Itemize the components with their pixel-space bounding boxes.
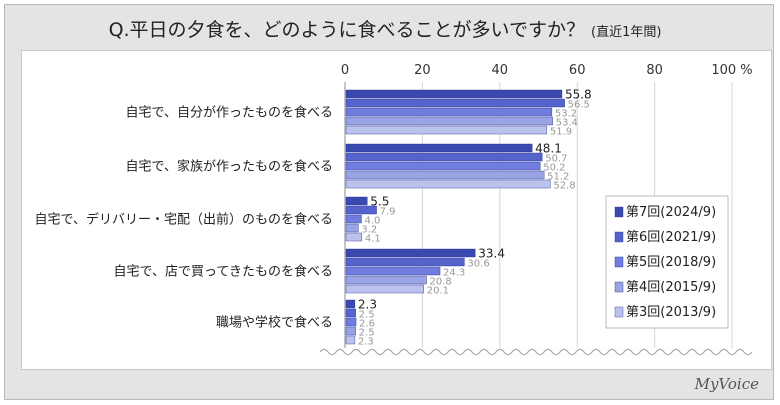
data-label: 50.2 bbox=[543, 163, 565, 174]
data-label: 56.5 bbox=[568, 100, 590, 111]
axis-break-line bbox=[319, 349, 753, 355]
data-label: 53.4 bbox=[556, 118, 578, 129]
legend-label: 第4回(2015/9) bbox=[626, 280, 716, 295]
x-tick-label: 100 % bbox=[711, 63, 752, 78]
bar bbox=[345, 223, 359, 233]
data-label: 4.1 bbox=[365, 234, 381, 245]
data-label: 51.2 bbox=[547, 172, 569, 183]
legend-swatch bbox=[614, 256, 624, 268]
bar bbox=[345, 284, 424, 294]
category-label: 自宅で、店で買ってきたものを食べる bbox=[114, 264, 333, 280]
data-label: 2.3 bbox=[358, 298, 377, 312]
title-sub: (直近1年間) bbox=[591, 25, 662, 40]
bar bbox=[345, 152, 543, 162]
data-label: 20.8 bbox=[429, 277, 451, 288]
bar bbox=[345, 308, 356, 318]
bar bbox=[345, 205, 377, 215]
bar bbox=[345, 248, 476, 258]
data-label: 3.2 bbox=[361, 225, 377, 236]
data-label: 55.8 bbox=[565, 88, 592, 102]
data-label: 2.5 bbox=[359, 310, 375, 321]
category-label: 職場や学校で食べる bbox=[216, 315, 333, 331]
data-label: 50.7 bbox=[545, 154, 567, 165]
data-label: 2.6 bbox=[359, 319, 375, 330]
legend-label: 第5回(2018/9) bbox=[626, 255, 716, 270]
bar bbox=[345, 266, 441, 276]
legend-label: 第6回(2021/9) bbox=[626, 230, 716, 245]
bar bbox=[345, 161, 541, 171]
data-label: 52.8 bbox=[553, 181, 575, 192]
bar bbox=[345, 89, 563, 99]
data-label: 48.1 bbox=[535, 142, 562, 156]
chart-title: Q.平日の夕食を、どのように食べることが多いですか？ (直近1年間) bbox=[5, 15, 765, 42]
x-tick-label: 0 bbox=[341, 63, 349, 78]
legend-swatch bbox=[614, 306, 624, 318]
x-tick-label: 40 bbox=[492, 63, 509, 78]
bar bbox=[345, 232, 363, 242]
data-label: 7.9 bbox=[380, 207, 396, 218]
bar bbox=[345, 107, 553, 117]
title-main: Q.平日の夕食を、どのように食べることが多いですか？ bbox=[108, 19, 585, 41]
bar bbox=[345, 116, 553, 126]
x-tick-label: 80 bbox=[646, 63, 663, 78]
legend-label: 第3回(2013/9) bbox=[626, 305, 716, 320]
bar bbox=[345, 299, 356, 309]
legend-swatch bbox=[614, 231, 624, 243]
legend-swatch bbox=[614, 281, 624, 293]
bar bbox=[345, 326, 356, 336]
bar bbox=[345, 143, 533, 153]
category-label: 自宅で、デリバリー・宅配（出前）のものを食べる bbox=[35, 212, 333, 228]
bar bbox=[345, 170, 545, 180]
data-label: 53.2 bbox=[555, 109, 577, 120]
bar bbox=[345, 179, 551, 189]
bar bbox=[345, 125, 548, 135]
data-label: 33.4 bbox=[478, 247, 505, 261]
bar bbox=[345, 335, 356, 345]
data-label: 24.3 bbox=[443, 268, 465, 279]
data-label: 51.9 bbox=[550, 127, 572, 138]
bar bbox=[345, 317, 357, 327]
category-label: 自宅で、自分が作ったものを食べる bbox=[126, 105, 333, 121]
data-label: 2.5 bbox=[359, 328, 375, 339]
bar bbox=[345, 98, 565, 108]
bar bbox=[345, 275, 427, 285]
legend-swatch bbox=[614, 206, 624, 218]
data-label: 5.5 bbox=[370, 195, 389, 209]
bar bbox=[345, 257, 465, 267]
legend-label: 第7回(2024/9) bbox=[626, 205, 716, 220]
category-label: 自宅で、家族が作ったものを食べる bbox=[126, 159, 333, 175]
legend-box bbox=[605, 195, 729, 329]
data-label: 20.1 bbox=[427, 286, 449, 297]
bar bbox=[345, 196, 368, 206]
brand-logo: MyVoice bbox=[694, 375, 759, 393]
bar bbox=[345, 214, 362, 224]
data-label: 4.0 bbox=[364, 216, 380, 227]
data-label: 30.6 bbox=[467, 259, 489, 270]
x-tick-label: 20 bbox=[414, 63, 431, 78]
x-tick-label: 60 bbox=[569, 63, 586, 78]
data-label: 2.3 bbox=[358, 337, 374, 348]
